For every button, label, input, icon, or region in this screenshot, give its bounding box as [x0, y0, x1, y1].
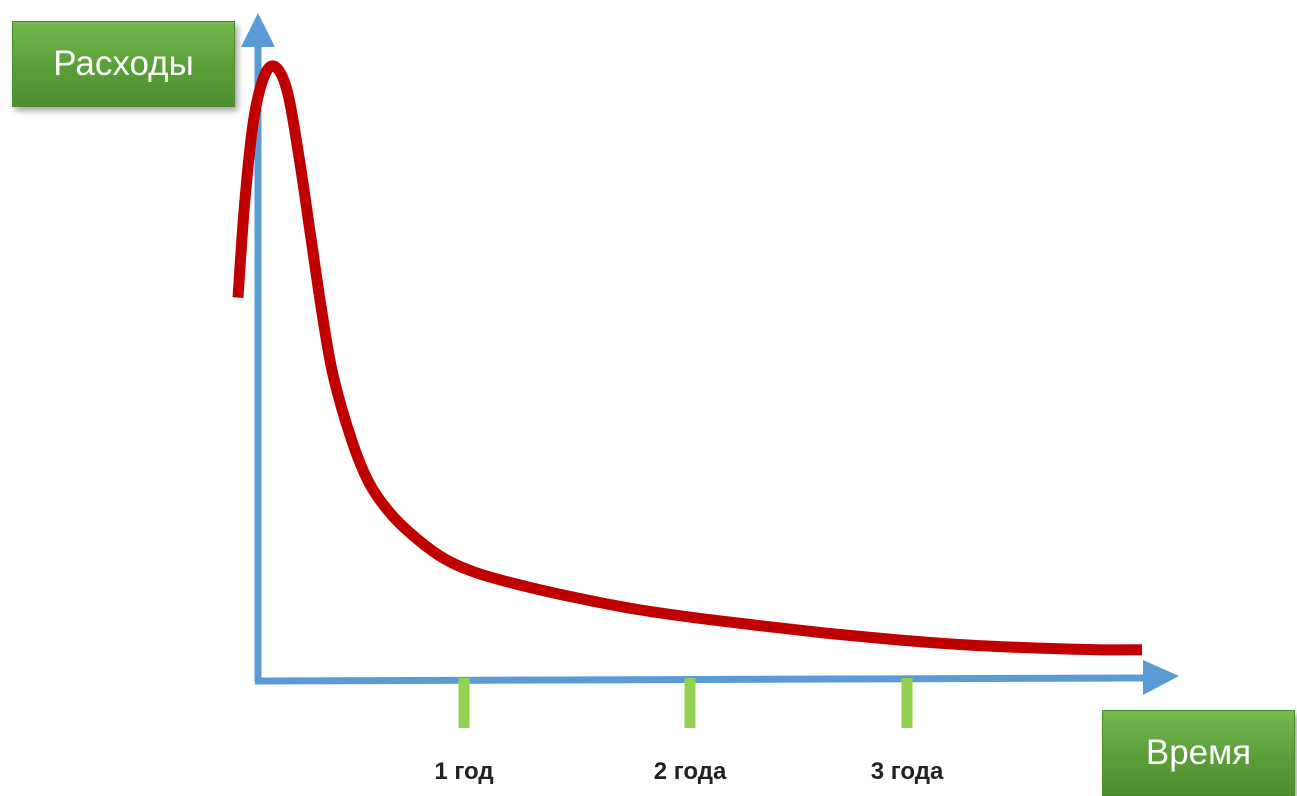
y-axis-label: Расходы [12, 21, 235, 107]
y-axis-label-text: Расходы [53, 44, 194, 83]
x-tick-labels: 1 год 2 года 3 года [434, 758, 944, 785]
x-tick-label-1: 1 год [434, 758, 493, 785]
x-tick-label-2: 2 года [654, 758, 727, 785]
series [232, 60, 1143, 656]
x-tick-label-3: 3 года [871, 758, 944, 785]
y-axis-arrow [241, 13, 275, 47]
axes [241, 13, 1179, 695]
x-axis-label: Время [1102, 710, 1295, 796]
x-axis-label-text: Время [1145, 733, 1252, 772]
x-axis-line [254, 674, 1146, 685]
x-ticks [458, 678, 913, 728]
series-line-1 [232, 60, 1143, 656]
x-axis-arrow [1143, 660, 1179, 695]
